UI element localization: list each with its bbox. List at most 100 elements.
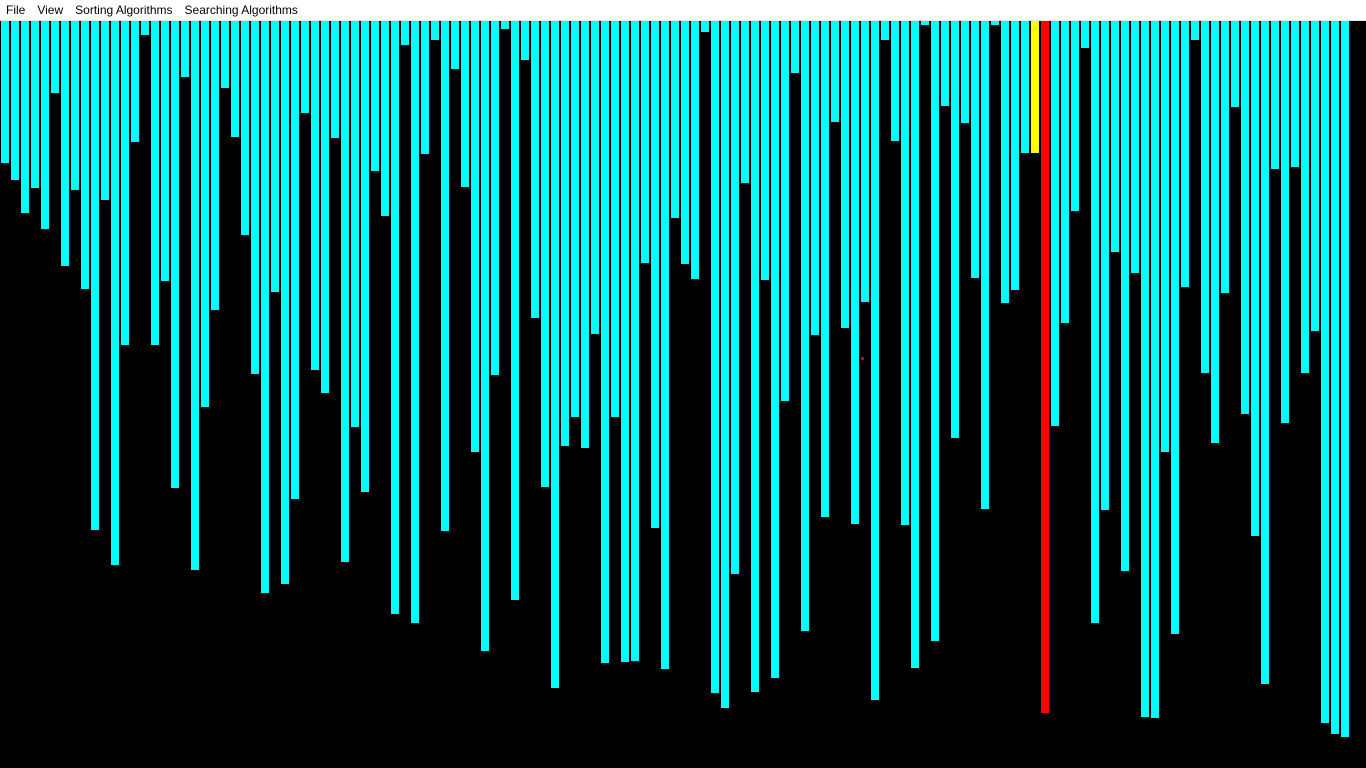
array-bar [40,21,50,230]
menu-file[interactable]: File [6,2,26,17]
array-bar [710,21,720,694]
array-bar [1020,21,1030,154]
menu-searching-algorithms[interactable]: Searching Algorithms [184,2,298,17]
array-bar [1190,21,1200,41]
array-bar [1290,21,1300,168]
array-bar [900,21,910,526]
array-bar [850,21,860,525]
array-bar [520,21,530,61]
array-bar [1160,21,1170,453]
array-bar [1320,21,1330,724]
array-bar [260,21,270,594]
array-bar [1340,21,1350,738]
array-bar [860,21,870,303]
array-bar [210,21,220,311]
array-bar [340,21,350,563]
array-bar [880,21,890,41]
array-bar [1300,21,1310,374]
array-bar [790,21,800,74]
array-bar [680,21,690,265]
array-bar [480,21,490,652]
array-bar [230,21,240,138]
array-bar [640,21,650,264]
array-bar [50,21,60,94]
array-bar [650,21,660,529]
array-bar [0,21,10,164]
array-bar [630,21,640,662]
array-bar [1140,21,1150,718]
array-bar [390,21,400,615]
array-bar [130,21,140,143]
array-bar [1070,21,1080,212]
array-bar [540,21,550,488]
array-bar [950,21,960,439]
array-visualizer-canvas [0,21,1366,768]
array-bar [120,21,130,346]
array-bar [1040,21,1050,714]
array-bar [30,21,40,189]
array-bar [910,21,920,669]
array-bar [930,21,940,642]
array-bar [190,21,200,571]
array-bar [1330,21,1340,735]
mouse-cursor-dot [861,357,864,360]
menu-view[interactable]: View [37,2,64,17]
array-bar [70,21,80,191]
array-bar [990,21,1000,26]
array-bar [750,21,760,693]
array-bar [500,21,510,30]
array-bar [890,21,900,142]
array-bar [320,21,330,394]
array-bar [150,21,160,346]
array-bar [810,21,820,336]
array-bar [670,21,680,219]
array-bar [570,21,580,418]
array-bar [420,21,430,155]
array-bar [1210,21,1220,444]
array-bar [370,21,380,172]
array-bar [140,21,150,36]
array-bar [380,21,390,217]
array-bar [1280,21,1290,424]
array-bar [110,21,120,566]
array-bar [1220,21,1230,294]
array-bar [820,21,830,518]
array-bar [460,21,470,188]
array-bar [620,21,630,663]
array-bar [200,21,210,408]
array-bar [510,21,520,601]
menu-bar: File View Sorting Algorithms Searching A… [0,0,1366,21]
array-bar [1180,21,1190,288]
array-bar [770,21,780,679]
array-bar [470,21,480,453]
array-bar [330,21,340,139]
array-bar [730,21,740,575]
array-bar [700,21,710,33]
array-bar [180,21,190,78]
array-bar [220,21,230,89]
menu-sorting-algorithms[interactable]: Sorting Algorithms [75,2,173,17]
array-bar [90,21,100,531]
array-bar [280,21,290,585]
array-bar [1030,21,1040,154]
array-bar [160,21,170,282]
array-bar [980,21,990,510]
array-bar [690,21,700,280]
array-bar [660,21,670,670]
array-bar [960,21,970,124]
array-bar [290,21,300,500]
array-bar [60,21,70,267]
array-bar [1270,21,1280,170]
array-bar [1010,21,1020,291]
array-bar [530,21,540,319]
array-bar [740,21,750,184]
array-bar [1050,21,1060,427]
array-bar [610,21,620,418]
array-bar [80,21,90,290]
array-bar [440,21,450,532]
array-bar [310,21,320,371]
array-bar [360,21,370,493]
array-bar [1230,21,1240,108]
array-bar [100,21,110,201]
array-bar [1000,21,1010,304]
